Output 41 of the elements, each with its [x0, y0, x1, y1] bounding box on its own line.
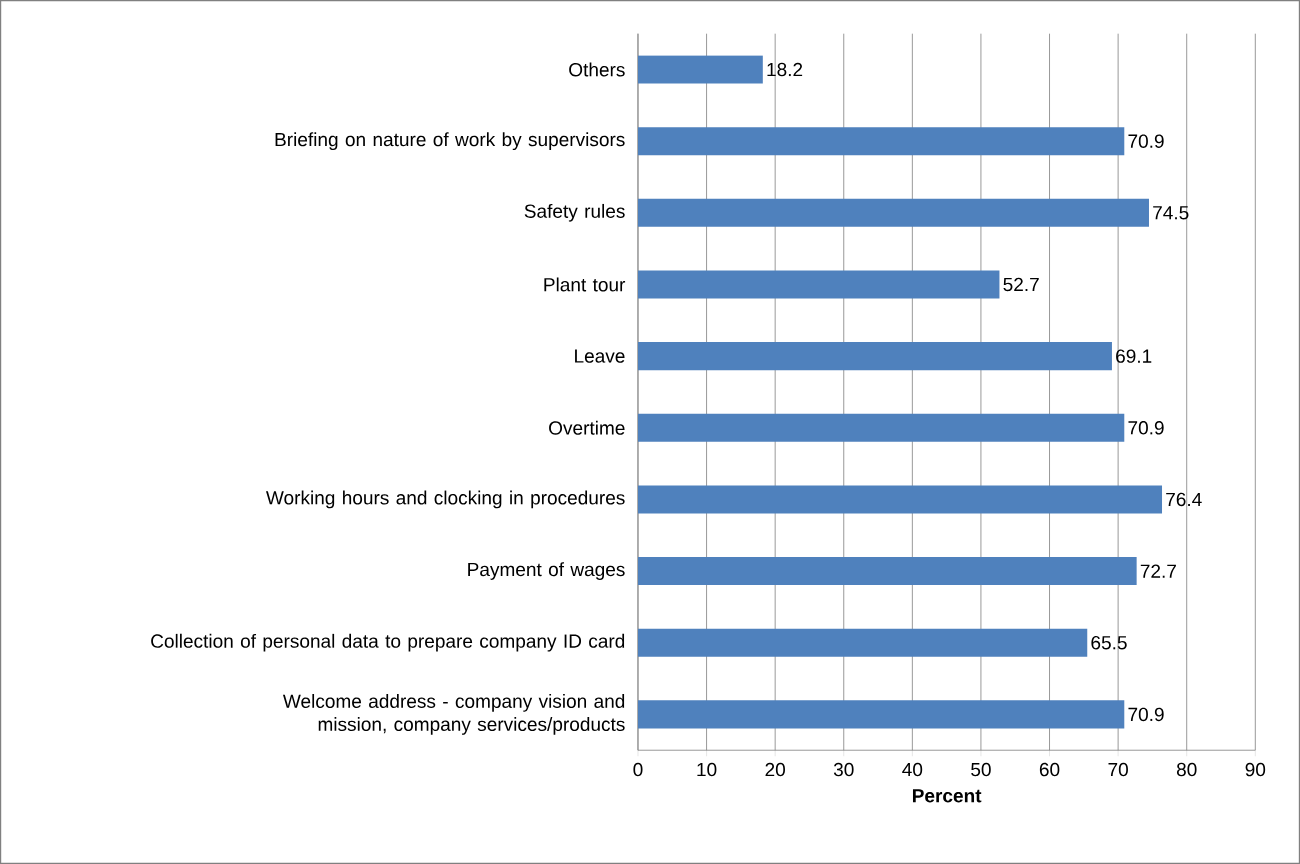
bar: [637, 628, 1088, 657]
data-label: 65.5: [1091, 635, 1127, 650]
x-axis-title: Percent: [912, 789, 982, 803]
y-tick-label: Briefing on nature of work by supervisors: [275, 132, 625, 150]
y-tick-label: Working hours and clocking in procedures: [266, 490, 625, 509]
x-tick-label: 20: [765, 762, 785, 777]
bar: [637, 485, 1163, 514]
y-tick-label: Collection of personal data to prepare company ID card: [151, 633, 625, 652]
data-label: 52.7: [1003, 277, 1039, 292]
bar: [637, 557, 1137, 586]
x-tick-label: 90: [1245, 762, 1266, 777]
y-tick-label: Plant tour: [544, 277, 626, 292]
y-tick-label: Others: [569, 62, 625, 77]
data-label: 69.1: [1116, 349, 1152, 363]
bar: [637, 270, 1000, 299]
x-tick-label: 60: [1039, 762, 1060, 777]
y-tick-label: Safety rules: [524, 203, 625, 222]
bar: [637, 198, 1149, 227]
y-tick-label: Payment of wages: [468, 562, 625, 580]
bar: [637, 413, 1125, 442]
data-label: 76.4: [1166, 492, 1202, 507]
bar: [637, 55, 763, 84]
x-tick-label: 50: [971, 762, 991, 777]
data-label: 72.7: [1140, 564, 1176, 578]
data-label: 70.9: [1128, 707, 1164, 722]
data-label: 70.9: [1128, 421, 1164, 435]
x-tick-label: 80: [1176, 762, 1197, 777]
x-tick-label: 0: [633, 762, 643, 777]
data-label: 18.2: [767, 62, 803, 77]
x-tick-label: 40: [902, 762, 923, 777]
bar: [637, 700, 1125, 729]
bar: [637, 342, 1112, 371]
data-label: 74.5: [1153, 206, 1189, 220]
bar: [637, 127, 1125, 156]
y-tick-label: Leave: [575, 349, 625, 363]
y-tick-label: Welcome address - company vision and mission, company services/products: [282, 693, 625, 735]
x-tick-label: 10: [697, 762, 717, 777]
y-tick-label: Overtime: [549, 420, 625, 435]
x-tick-label: 30: [833, 762, 854, 777]
data-label: 70.9: [1128, 134, 1164, 148]
x-tick-label: 70: [1108, 762, 1128, 777]
